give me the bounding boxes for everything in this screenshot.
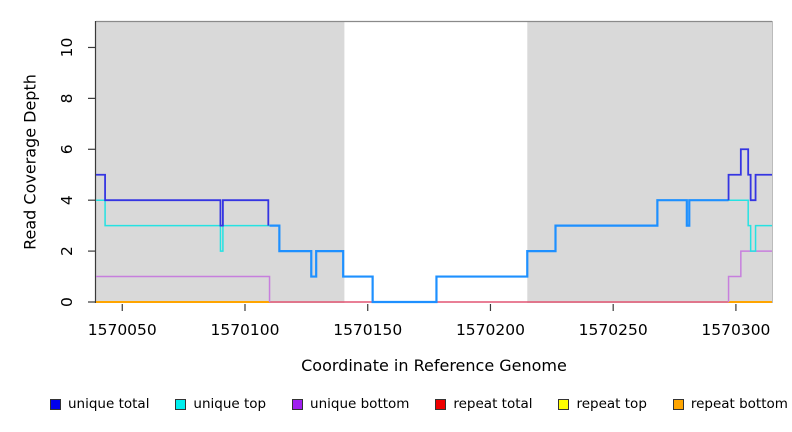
legend-swatch-icon [175,398,187,410]
legend-item-unique-total: unique total [50,396,149,412]
series-line-unique-total-merged [269,199,729,304]
legend-swatch-icon [672,398,684,410]
x-tick-label: 1570050 [88,321,157,339]
x-tick-label: 1570150 [333,321,402,339]
y-tick-label: 6 [58,144,76,154]
legend-label: unique bottom [310,396,410,412]
legend-item-repeat-bottom: repeat bottom [672,396,788,412]
legend-label: unique top [193,396,267,412]
y-tick-label: 8 [58,93,76,103]
legend-swatch-icon [292,398,304,410]
x-axis-title: Coordinate in Reference Genome [301,356,567,375]
series-line-unique-top-right [728,199,772,252]
legend-item-unique-top: unique top [175,396,266,412]
series-line-unique-total-right [727,148,772,202]
legend-swatch-icon [50,398,61,410]
series-line-unique-top-left [96,199,270,252]
x-tick-label: 1570300 [701,321,770,339]
x-tick-label: 1570200 [456,321,525,339]
legend-item-unique-bottom: unique bottom [292,396,409,412]
legend-label: unique total [68,396,150,412]
legend-label: repeat top [576,396,647,412]
x-tick-label: 1570100 [210,321,279,339]
x-tick-label: 1570250 [579,321,648,339]
y-axis-title: Read Coverage Depth [20,74,40,250]
legend-swatch-icon [435,398,447,410]
legend-item-repeat-total: repeat total [435,396,533,412]
legend-label: repeat bottom [690,396,788,412]
y-tick-label: 2 [58,246,76,256]
y-tick-label: 10 [58,38,76,58]
legend-item-repeat-top: repeat top [558,396,647,412]
shaded-region [96,21,345,303]
series-line-unique-bottom-left [96,275,271,302]
shaded-region [527,21,772,303]
series-line-unique-total-left [96,173,270,227]
legend: unique total unique top unique bottom repea… [50,396,788,412]
y-tick-label: 0 [58,297,76,307]
y-tick-label: 4 [58,195,76,205]
legend-swatch-icon [558,398,570,410]
legend-label: repeat total [453,396,533,412]
